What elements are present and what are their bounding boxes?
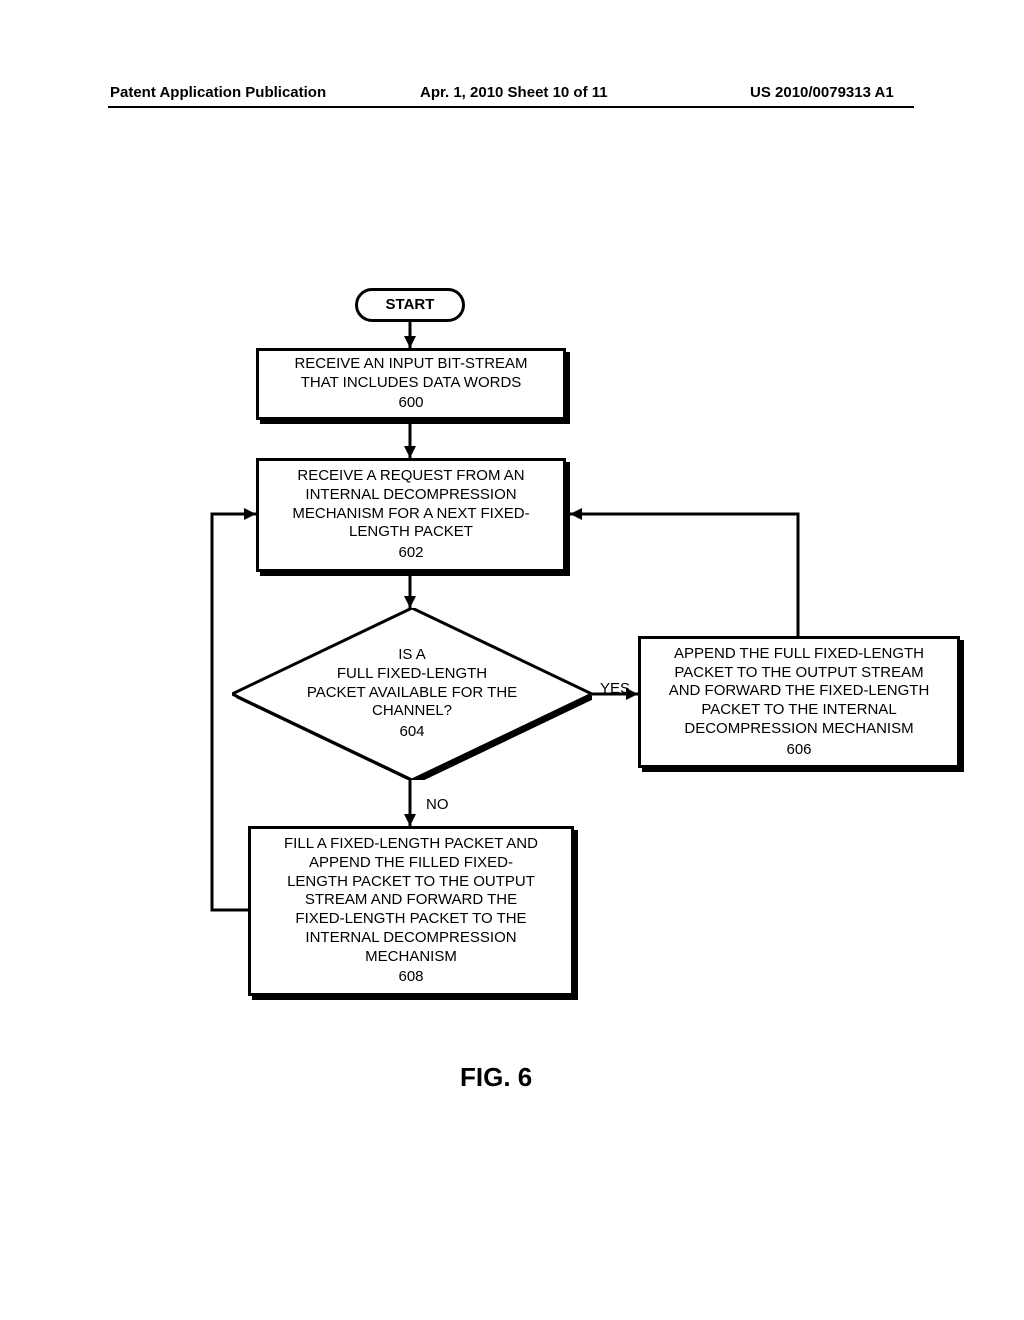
figure-label: FIG. 6: [460, 1062, 532, 1093]
process-608: FILL A FIXED-LENGTH PACKET ANDAPPEND THE…: [248, 826, 574, 996]
decision-604: IS AFULL FIXED-LENGTHPACKET AVAILABLE FO…: [232, 608, 592, 780]
edge-label: YES: [600, 680, 630, 697]
process-602: RECEIVE A REQUEST FROM ANINTERNAL DECOMP…: [256, 458, 566, 572]
process-600: RECEIVE AN INPUT BIT-STREAMTHAT INCLUDES…: [256, 348, 566, 420]
process-606: APPEND THE FULL FIXED-LENGTHPACKET TO TH…: [638, 636, 960, 768]
edge-label: NO: [426, 796, 449, 813]
start-node: START: [355, 288, 465, 322]
